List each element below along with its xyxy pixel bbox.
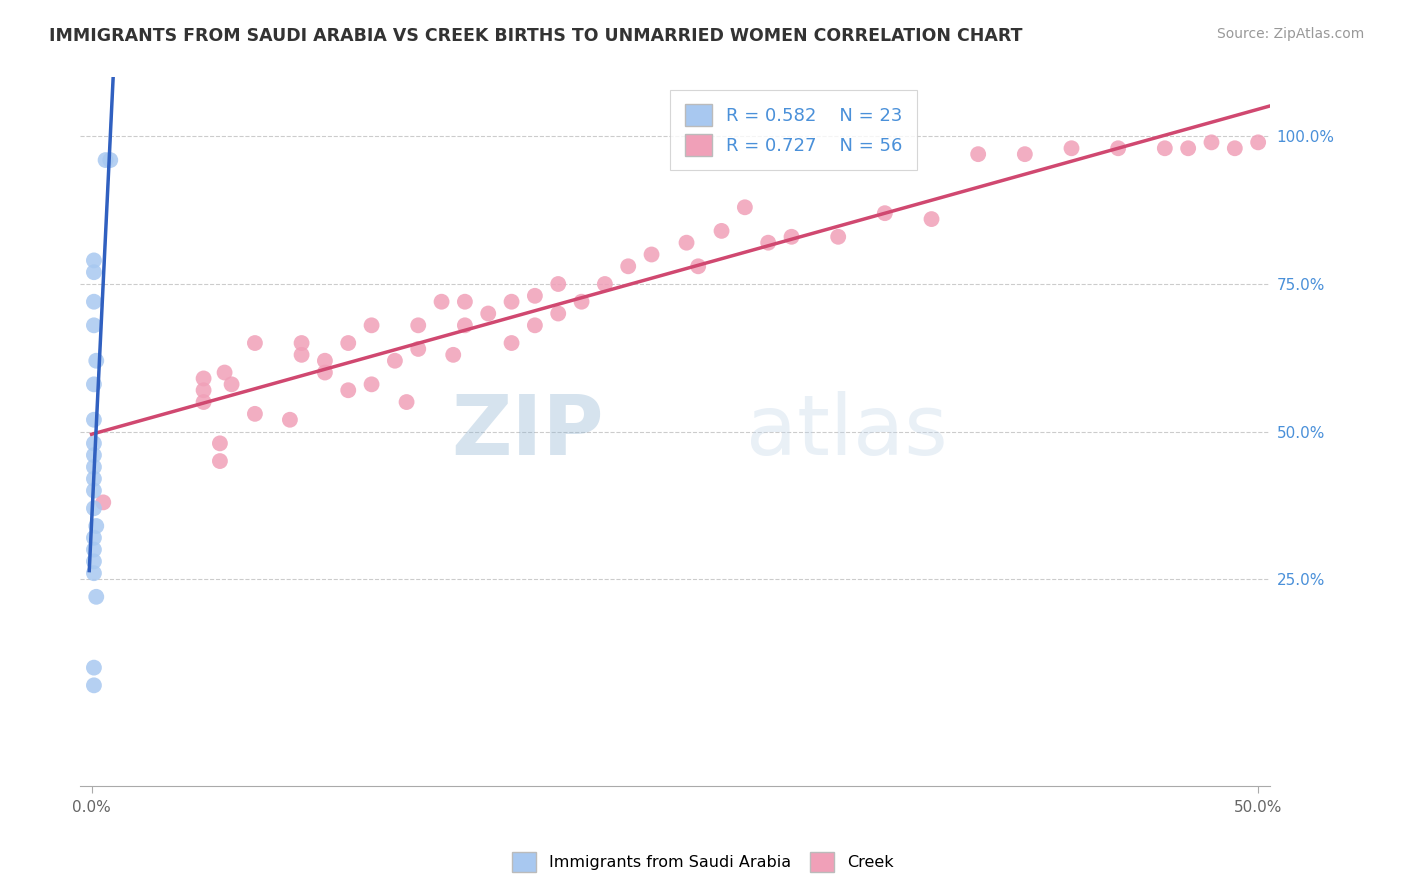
Point xyxy=(83,566,105,581)
Point xyxy=(83,678,105,692)
Point xyxy=(83,531,105,545)
Point xyxy=(593,277,616,291)
Point xyxy=(547,277,569,291)
Text: atlas: atlas xyxy=(747,391,948,472)
Point xyxy=(208,436,231,450)
Point xyxy=(1201,136,1223,150)
Point xyxy=(83,501,105,516)
Point xyxy=(395,395,418,409)
Point xyxy=(571,294,593,309)
Point xyxy=(290,348,312,362)
Point xyxy=(384,353,406,368)
Point xyxy=(84,353,107,368)
Point xyxy=(193,371,215,385)
Point xyxy=(83,265,105,279)
Point xyxy=(208,454,231,468)
Point xyxy=(1014,147,1036,161)
Point xyxy=(1107,141,1129,155)
Point xyxy=(83,253,105,268)
Point xyxy=(314,366,336,380)
Point xyxy=(780,229,803,244)
Point xyxy=(688,260,710,274)
Point xyxy=(83,294,105,309)
Point xyxy=(501,294,523,309)
Point xyxy=(84,519,107,533)
Point xyxy=(360,318,382,333)
Point xyxy=(243,336,266,351)
Text: ZIP: ZIP xyxy=(451,391,603,472)
Point xyxy=(756,235,779,250)
Point xyxy=(290,336,312,351)
Y-axis label: Births to Unmarried Women: Births to Unmarried Women xyxy=(0,325,7,538)
Point xyxy=(675,235,697,250)
Point xyxy=(547,306,569,320)
Point xyxy=(523,289,546,303)
Point xyxy=(734,200,756,214)
Point xyxy=(1153,141,1175,155)
Point xyxy=(873,206,896,220)
Point xyxy=(454,294,477,309)
Text: IMMIGRANTS FROM SAUDI ARABIA VS CREEK BIRTHS TO UNMARRIED WOMEN CORRELATION CHAR: IMMIGRANTS FROM SAUDI ARABIA VS CREEK BI… xyxy=(49,27,1022,45)
Point xyxy=(83,554,105,568)
Point xyxy=(83,472,105,486)
Point xyxy=(921,212,943,227)
Point xyxy=(214,366,236,380)
Point xyxy=(193,383,215,397)
Point xyxy=(710,224,733,238)
Point xyxy=(83,377,105,392)
Point xyxy=(91,495,114,509)
Point xyxy=(640,247,662,261)
Point xyxy=(441,348,464,362)
Point xyxy=(477,306,499,320)
Point xyxy=(243,407,266,421)
Point xyxy=(98,153,121,167)
Point xyxy=(94,153,117,167)
Point xyxy=(1247,136,1270,150)
Point xyxy=(83,448,105,462)
Point xyxy=(314,353,336,368)
Point xyxy=(360,377,382,392)
Legend: R = 0.582    N = 23, R = 0.727    N = 56: R = 0.582 N = 23, R = 0.727 N = 56 xyxy=(671,90,917,170)
Point xyxy=(84,590,107,604)
Point xyxy=(83,318,105,333)
Point xyxy=(83,413,105,427)
Point xyxy=(501,336,523,351)
Point xyxy=(83,660,105,674)
Legend: Immigrants from Saudi Arabia, Creek: Immigrants from Saudi Arabia, Creek xyxy=(505,844,901,880)
Point xyxy=(221,377,243,392)
Text: Source: ZipAtlas.com: Source: ZipAtlas.com xyxy=(1216,27,1364,41)
Point xyxy=(83,436,105,450)
Point xyxy=(827,229,849,244)
Point xyxy=(406,318,429,333)
Point xyxy=(83,483,105,498)
Point xyxy=(83,542,105,557)
Point xyxy=(278,413,301,427)
Point xyxy=(454,318,477,333)
Point xyxy=(617,260,640,274)
Point xyxy=(967,147,990,161)
Point xyxy=(337,336,360,351)
Point xyxy=(523,318,546,333)
Point xyxy=(83,460,105,475)
Point xyxy=(1177,141,1199,155)
Point xyxy=(406,342,429,356)
Point xyxy=(1060,141,1083,155)
Point xyxy=(193,395,215,409)
Point xyxy=(337,383,360,397)
Point xyxy=(430,294,453,309)
Point xyxy=(1223,141,1246,155)
